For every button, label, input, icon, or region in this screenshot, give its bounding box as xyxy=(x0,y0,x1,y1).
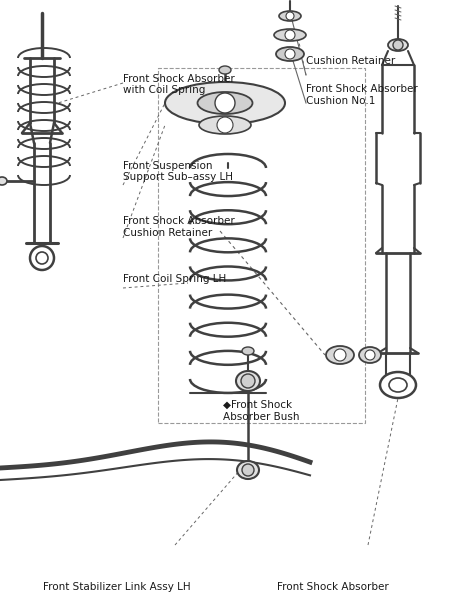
Circle shape xyxy=(285,49,295,59)
Text: Cushion Retainer: Cushion Retainer xyxy=(306,56,395,66)
Text: ◆Front Shock
Absorber Bush: ◆Front Shock Absorber Bush xyxy=(223,400,299,422)
Ellipse shape xyxy=(326,346,354,364)
Text: Front Shock Absorber: Front Shock Absorber xyxy=(277,582,389,592)
Text: Front Suspension
Support Sub–assy LH: Front Suspension Support Sub–assy LH xyxy=(123,161,233,183)
Ellipse shape xyxy=(279,11,301,21)
Ellipse shape xyxy=(359,347,381,363)
Circle shape xyxy=(242,464,254,476)
Ellipse shape xyxy=(237,461,259,479)
Text: Front Shock Absorber
Cushion Retainer: Front Shock Absorber Cushion Retainer xyxy=(123,216,235,238)
Ellipse shape xyxy=(274,29,306,41)
Bar xyxy=(158,68,365,423)
Ellipse shape xyxy=(0,177,7,185)
Text: Front Stabilizer Link Assy LH: Front Stabilizer Link Assy LH xyxy=(43,582,190,592)
Ellipse shape xyxy=(276,47,304,61)
Text: Front Shock Absorber
Cushion No.1: Front Shock Absorber Cushion No.1 xyxy=(306,84,418,106)
Ellipse shape xyxy=(199,116,251,134)
Ellipse shape xyxy=(388,39,408,51)
Ellipse shape xyxy=(242,347,254,355)
Circle shape xyxy=(241,374,255,388)
Ellipse shape xyxy=(165,82,285,124)
Text: Front Shock Absorber
with Coil Spring: Front Shock Absorber with Coil Spring xyxy=(123,74,235,96)
Circle shape xyxy=(286,12,294,20)
Circle shape xyxy=(217,117,233,133)
Circle shape xyxy=(334,349,346,361)
Circle shape xyxy=(365,350,375,360)
Circle shape xyxy=(36,252,48,264)
Text: Front Coil Spring LH: Front Coil Spring LH xyxy=(123,274,227,284)
Circle shape xyxy=(285,30,295,40)
Ellipse shape xyxy=(198,92,253,114)
Circle shape xyxy=(393,40,403,50)
Circle shape xyxy=(215,93,235,113)
Ellipse shape xyxy=(219,66,231,74)
Ellipse shape xyxy=(236,371,260,391)
